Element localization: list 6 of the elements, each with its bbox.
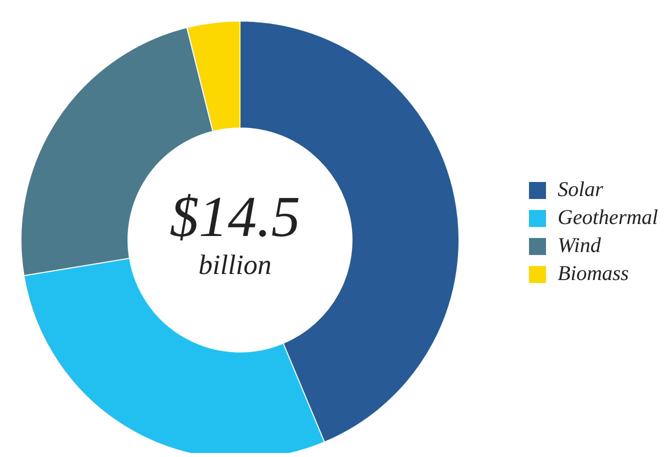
legend-label: Biomass <box>558 260 629 284</box>
text: $14.5 <box>168 184 302 249</box>
legend-label: Geothermal <box>558 204 658 228</box>
text: billion <box>197 249 273 283</box>
legend-label: Wind <box>558 232 601 256</box>
legend-label: Solar <box>558 176 604 200</box>
